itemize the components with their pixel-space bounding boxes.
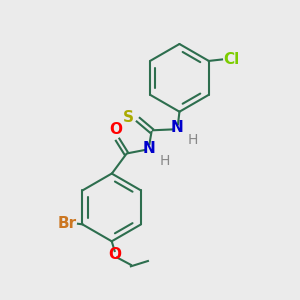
Text: Cl: Cl <box>223 52 239 67</box>
Text: H: H <box>160 154 170 168</box>
Text: O: O <box>110 122 123 137</box>
Text: S: S <box>123 110 134 125</box>
Text: N: N <box>142 141 155 156</box>
Text: N: N <box>170 120 183 135</box>
Text: O: O <box>108 247 121 262</box>
Text: Br: Br <box>58 216 77 231</box>
Text: H: H <box>188 133 198 147</box>
